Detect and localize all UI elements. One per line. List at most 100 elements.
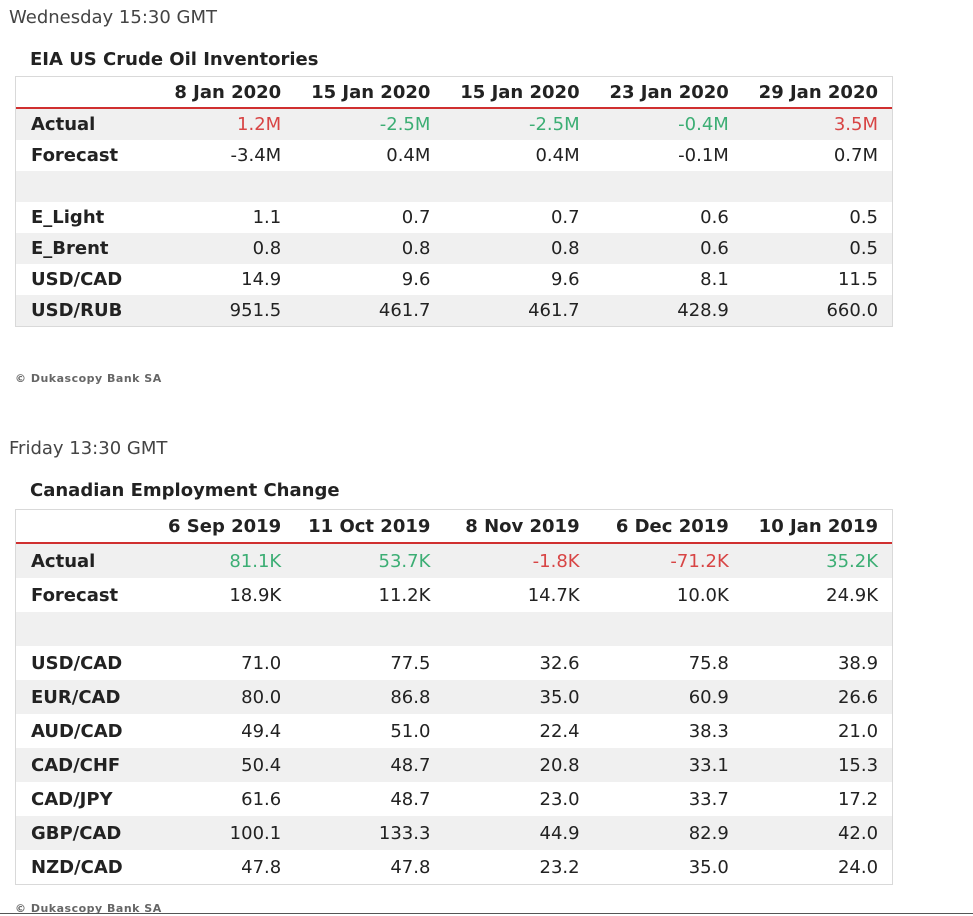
column-header: 8 Jan 2020: [174, 81, 282, 103]
row-label: Forecast: [31, 145, 119, 166]
table-cell: -71.2K: [670, 550, 729, 572]
table-cell: 0.6: [700, 238, 729, 259]
row-label: GBP/CAD: [31, 822, 122, 844]
table-row: Actual 1.2M -2.5M -2.5M -0.4M 3.5M: [16, 109, 892, 140]
table-cell: 49.4: [241, 720, 282, 742]
column-header: 6 Sep 2019: [167, 515, 282, 537]
table-cell: -0.1M: [678, 145, 729, 166]
table-cell: 48.7: [390, 788, 431, 810]
table-cell: -3.4M: [230, 145, 282, 166]
table-cell: 24.9K: [826, 584, 879, 606]
table-cell: 51.0: [390, 720, 431, 742]
table-cell: 100.1: [229, 822, 282, 844]
table-cell: 1.1: [252, 207, 282, 228]
table-cell: 71.0: [241, 652, 282, 674]
table-cell: 44.9: [539, 822, 580, 844]
table-cell: 38.3: [688, 720, 729, 742]
table-cell: 10.0K: [676, 584, 729, 606]
table-cell: 50.4: [241, 754, 282, 776]
table-header-row: 8 Jan 2020 15 Jan 2020 15 Jan 2020 23 Jan 2…: [16, 77, 892, 109]
table-row: GBP/CAD 100.1 133.3 44.9 82.9 42.0: [16, 816, 892, 850]
row-label: CAD/JPY: [31, 788, 113, 810]
table-header-row: 6 Sep 2019 11 Oct 2019 8 Nov 2019 6 Dec 201…: [16, 510, 892, 544]
row-label: USD/CAD: [31, 652, 123, 674]
table-cell: 75.8: [688, 652, 729, 674]
table-cell: 60.9: [688, 686, 729, 708]
table-cell: 42.0: [837, 822, 879, 844]
column-header: 29 Jan 2020: [758, 81, 879, 103]
column-header: 15 Jan 2020: [460, 81, 580, 103]
table-cell: 24.0: [837, 856, 879, 878]
row-label: USD/CAD: [31, 269, 123, 290]
table-cell: -0.4M: [678, 114, 729, 135]
table-row: USD/CAD 71.0 77.5 32.6 75.8 38.9: [16, 646, 892, 680]
column-header: 8 Nov 2019: [465, 515, 580, 537]
table-cell: 951.5: [229, 300, 282, 321]
table-cell: 81.1K: [229, 550, 282, 572]
table-cell: 660.0: [826, 300, 879, 321]
table-row: Forecast -3.4M 0.4M 0.4M -0.1M 0.7M: [16, 140, 892, 171]
table-cell: 133.3: [378, 822, 431, 844]
table-cell: 38.9: [837, 652, 879, 674]
row-label: EUR/CAD: [31, 686, 121, 708]
row-label: CAD/CHF: [31, 754, 121, 776]
table-cell: 48.7: [390, 754, 431, 776]
table-row: NZD/CAD 47.8 47.8 23.2 35.0 24.0: [16, 850, 892, 884]
table-row: CAD/JPY 61.6 48.7 23.0 33.7 17.2: [16, 782, 892, 816]
table-cell: 9.6: [401, 269, 431, 290]
column-header: 6 Dec 2019: [615, 515, 729, 537]
row-label: Actual: [31, 550, 96, 572]
table-cell: 461.7: [528, 300, 580, 321]
table-cell: 47.8: [241, 856, 282, 878]
table-cell: 21.0: [837, 720, 879, 742]
table-cell: 80.0: [241, 686, 282, 708]
section-1-time: Wednesday 15:30 GMT: [9, 7, 218, 28]
table-cell: 23.2: [539, 856, 580, 878]
table-cell: 9.6: [550, 269, 580, 290]
table-row: Actual 81.1K 53.7K -1.8K -71.2K 35.2K: [16, 544, 892, 578]
table-cell: 0.7M: [833, 145, 879, 166]
table-cell: -2.5M: [379, 114, 431, 135]
table-cell: 0.5: [849, 207, 879, 228]
table-cell: 0.4M: [535, 145, 580, 166]
column-header: 11 Oct 2019: [308, 515, 431, 537]
table-row: [16, 171, 892, 202]
copyright-2: © Dukascopy Bank SA: [15, 902, 162, 915]
table-row: Forecast 18.9K 11.2K 14.7K 10.0K 24.9K: [16, 578, 892, 612]
table-cell: 11.2K: [378, 584, 431, 606]
row-label: E_Brent: [31, 238, 109, 259]
table-cell: 61.6: [241, 788, 282, 810]
row-label: USD/RUB: [31, 300, 123, 321]
table-cell: 14.7K: [527, 584, 580, 606]
table-cell: 33.7: [688, 788, 729, 810]
table-cell: 0.7: [401, 207, 431, 228]
table-row: USD/CAD 14.9 9.6 9.6 8.1 11.5: [16, 264, 892, 295]
table-cell: 33.1: [688, 754, 729, 776]
table-row: [16, 612, 892, 646]
table-cell: 77.5: [390, 652, 431, 674]
table-cell: 0.8: [252, 238, 282, 259]
table-cell: 35.0: [539, 686, 580, 708]
table-cell: 86.8: [390, 686, 431, 708]
table-cell: 3.5M: [833, 114, 879, 135]
bottom-divider: [0, 913, 973, 914]
table-cell: 0.6: [700, 207, 729, 228]
copyright-1: © Dukascopy Bank SA: [15, 372, 162, 385]
table-row: E_Brent 0.8 0.8 0.8 0.6 0.5: [16, 233, 892, 264]
row-label: Forecast: [31, 584, 119, 606]
table-cell: 0.5: [849, 238, 879, 259]
table-cell: 82.9: [688, 822, 729, 844]
table-cell: 0.4M: [386, 145, 431, 166]
table-cell: 53.7K: [378, 550, 431, 572]
section-2-time: Friday 13:30 GMT: [9, 438, 168, 459]
table-row: EUR/CAD 80.0 86.8 35.0 60.9 26.6: [16, 680, 892, 714]
table-cell: 18.9K: [229, 584, 282, 606]
column-header: 23 Jan 2020: [609, 81, 729, 103]
table-row: AUD/CAD 49.4 51.0 22.4 38.3 21.0: [16, 714, 892, 748]
row-label: NZD/CAD: [31, 856, 123, 878]
table-row: E_Light 1.1 0.7 0.7 0.6 0.5: [16, 202, 892, 233]
table-cell: 0.8: [550, 238, 580, 259]
table-cell: 0.7: [550, 207, 580, 228]
row-label: AUD/CAD: [31, 720, 123, 742]
table-row: CAD/CHF 50.4 48.7 20.8 33.1 15.3: [16, 748, 892, 782]
